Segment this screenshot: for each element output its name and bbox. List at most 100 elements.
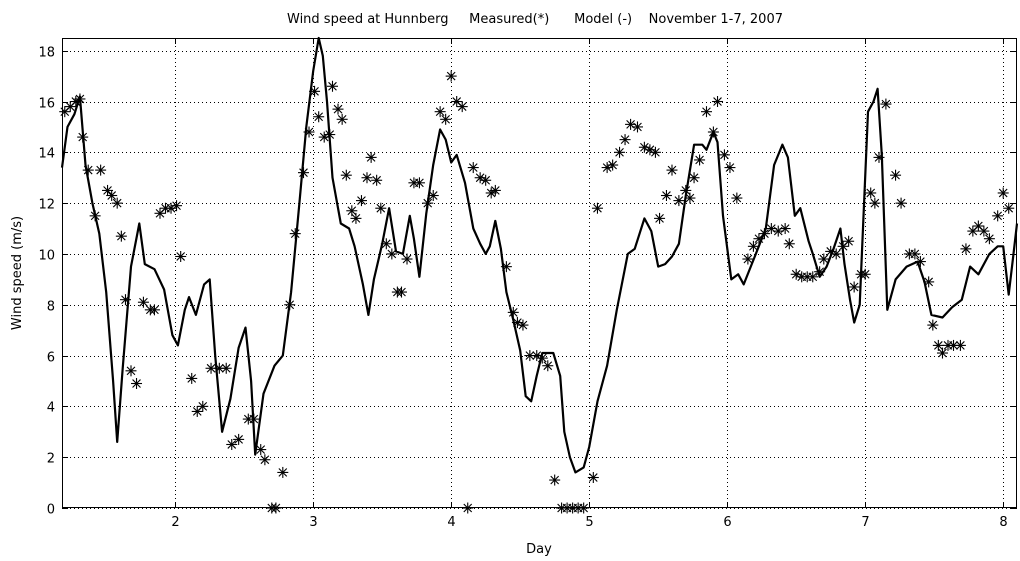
x-tick-label: 6: [723, 515, 731, 530]
measured-point: [724, 162, 736, 174]
measured-point: [1003, 202, 1015, 214]
measured-point: [220, 362, 232, 374]
y-tick-label: 6: [47, 351, 55, 366]
measured-point: [361, 172, 373, 184]
y-tick-label: 2: [47, 452, 55, 467]
y-tick-label: 18: [38, 46, 55, 61]
measured-point: [355, 195, 367, 207]
measured-point: [807, 271, 819, 283]
measured-point: [350, 212, 362, 224]
measured-point: [255, 444, 267, 456]
measured-point: [673, 195, 685, 207]
measured-point: [843, 235, 855, 247]
measured-point: [549, 474, 561, 486]
measured-point: [542, 360, 554, 372]
measured-point: [226, 438, 238, 450]
measured-point: [259, 454, 271, 466]
measured-point: [313, 111, 325, 123]
measured-point: [106, 190, 118, 202]
measured-point: [607, 159, 619, 171]
measured-point: [434, 106, 446, 118]
measured-point: [712, 96, 724, 108]
x-tick-label: 8: [999, 515, 1007, 530]
plot-area: [62, 38, 1017, 508]
measured-point: [326, 80, 338, 92]
measured-point: [119, 294, 131, 306]
measured-point: [619, 134, 631, 146]
measured-point: [631, 121, 643, 133]
measured-point: [422, 197, 434, 209]
measured-point: [700, 106, 712, 118]
measured-point: [983, 233, 995, 245]
measured-point: [489, 184, 501, 196]
measured-point: [289, 228, 301, 240]
measured-point: [427, 190, 439, 202]
measured-point: [332, 103, 344, 115]
measured-point: [480, 174, 492, 186]
measured-point: [95, 164, 107, 176]
measured-point: [694, 154, 706, 166]
measured-point: [873, 151, 885, 163]
measured-point: [731, 192, 743, 204]
measured-point: [298, 167, 310, 179]
axes: 2 3 4 5 6 7 8 0 2 4 6 8 10 12 14 16 18: [38, 38, 1017, 530]
measured-point: [395, 286, 407, 298]
measured-point: [688, 172, 700, 184]
measured-point: [890, 169, 902, 181]
measured-point: [137, 296, 149, 308]
measured-point: [115, 230, 127, 242]
measured-point: [386, 248, 398, 260]
measured-point: [859, 268, 871, 280]
y-tick-label: 12: [38, 198, 55, 213]
measured-point: [77, 131, 89, 143]
measured-point: [500, 261, 512, 273]
measured-point: [848, 281, 860, 293]
measured-point: [880, 98, 892, 110]
measured-point: [830, 248, 842, 260]
measured-point: [923, 276, 935, 288]
measured-point: [914, 256, 926, 268]
measured-point: [779, 223, 791, 235]
measured-point: [758, 228, 770, 240]
measured-point: [248, 413, 260, 425]
measured-point: [660, 190, 672, 202]
measured-point: [707, 126, 719, 138]
x-tick-label: 3: [309, 515, 317, 530]
measured-point: [684, 192, 696, 204]
measured-point: [413, 177, 425, 189]
measured-point: [507, 306, 519, 318]
measured-point: [517, 319, 529, 331]
measured-point: [753, 233, 765, 245]
measured-point: [666, 164, 678, 176]
measured-point: [948, 339, 960, 351]
y-tick-label: 16: [38, 97, 55, 112]
measured-point: [869, 197, 881, 209]
measured-point: [524, 350, 536, 362]
measured-point: [440, 113, 452, 125]
x-tick-label: 5: [585, 515, 593, 530]
measured-point: [175, 250, 187, 262]
measured-point: [467, 162, 479, 174]
y-tick-label: 8: [47, 300, 55, 315]
measured-point: [814, 266, 826, 278]
y-tick-label: 4: [47, 401, 55, 416]
measured-series: [59, 70, 1015, 514]
y-tick-label: 14: [38, 147, 55, 162]
measured-point: [818, 253, 830, 265]
measured-point: [125, 365, 137, 377]
measured-point: [954, 339, 966, 351]
measured-point: [309, 85, 321, 97]
measured-point: [614, 146, 626, 158]
measured-point: [365, 151, 377, 163]
chart-title: Wind speed at Hunnberg Measured(*) Model…: [287, 12, 783, 27]
measured-point: [936, 347, 948, 359]
measured-point: [783, 238, 795, 250]
measured-point: [967, 225, 979, 237]
measured-point: [371, 174, 383, 186]
measured-point: [654, 212, 666, 224]
measured-point: [303, 126, 315, 138]
axes-frame: [62, 38, 1017, 508]
measured-point: [340, 169, 352, 181]
measured-point: [649, 146, 661, 158]
measured-point: [380, 238, 392, 250]
